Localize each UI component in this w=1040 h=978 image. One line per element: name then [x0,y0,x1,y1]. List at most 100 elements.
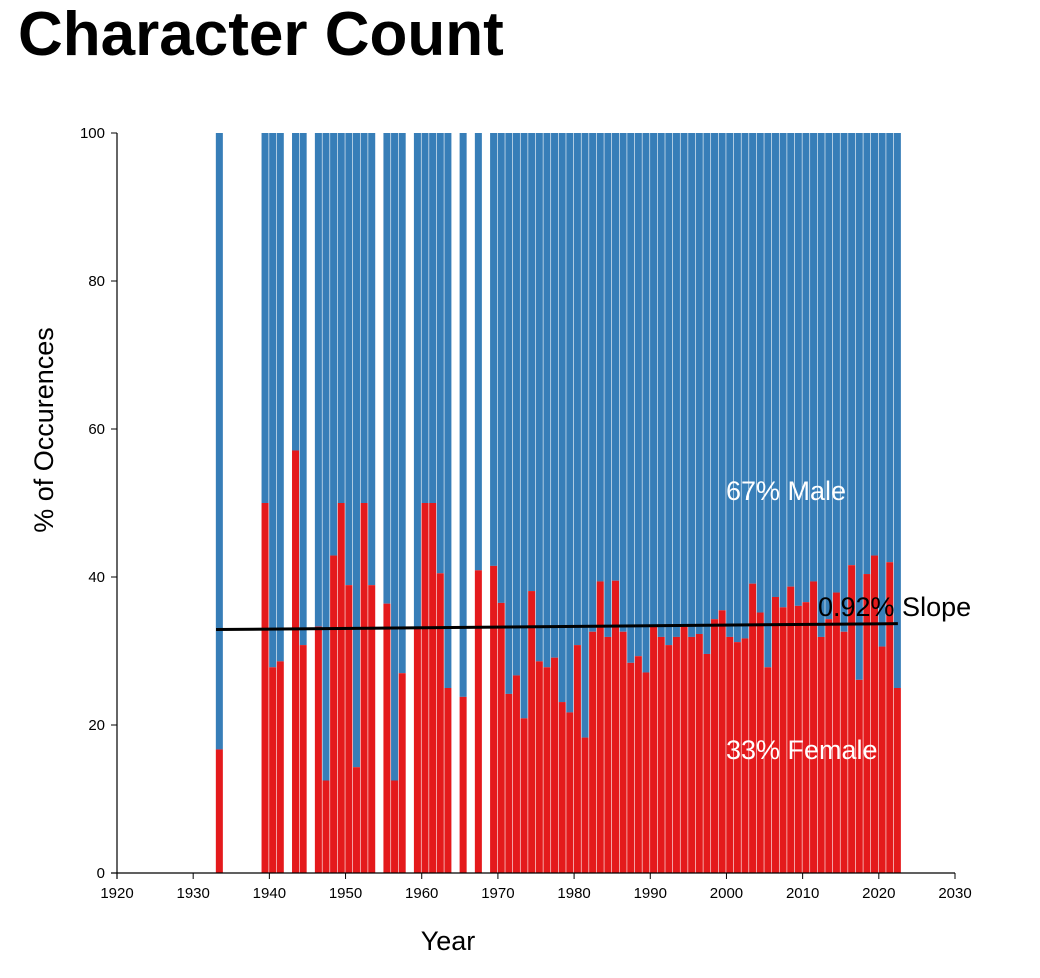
bar-female [611,580,619,873]
bar-female [368,585,376,873]
bar-female [741,638,749,873]
bar-male [726,133,734,637]
bar-male [680,133,688,627]
bar-female [619,631,627,873]
bar-female [596,581,604,873]
bar-female [733,642,741,873]
bar-female [490,565,498,873]
bar-male [878,133,886,647]
bar-female [832,592,840,873]
bar-female [634,656,642,873]
bar-male [642,133,650,673]
bar-male [688,133,696,637]
bar-female [848,565,856,873]
bar-female [802,602,810,873]
bar-male [330,133,338,556]
bar-male [368,133,376,586]
bar-female [863,574,871,873]
x-tick-label: 1960 [405,885,438,902]
bar-male [871,133,879,556]
bar-female [322,780,330,873]
bar-male [611,133,619,581]
bar-female [878,646,886,873]
bar-female [421,503,429,873]
bar-female [383,603,391,873]
x-tick-label: 1940 [253,885,286,902]
bar-male [215,133,223,750]
bar-female [413,626,421,873]
bar-male [322,133,330,781]
bar-male [391,133,399,781]
bar-female [749,583,757,873]
bar-male [269,133,277,668]
bar-male [741,133,749,639]
bar-male [863,133,871,575]
bar-male [665,133,673,646]
x-axis-label: Year [421,926,476,956]
x-tick-label: 2030 [938,885,971,902]
bar-male [352,133,360,768]
bar-female [726,636,734,873]
bar-female [657,636,665,873]
bar-male [543,133,551,668]
bar-female [794,605,802,873]
bar-male [634,133,642,657]
bars-layer [215,133,901,873]
bar-female [497,602,505,873]
bar-male [855,133,863,680]
bar-female [825,619,833,873]
bar-female [520,718,528,873]
bar-male [749,133,757,584]
y-tick-label: 40 [88,569,105,586]
y-axis-label: % of Occurences [29,327,59,533]
bar-male [444,133,452,688]
trend-line [216,622,898,632]
x-tick-label: 1980 [557,885,590,902]
bar-male [794,133,802,606]
bar-male [703,133,711,654]
slope-annotation: 0.92% Slope [818,592,971,622]
bar-female [558,702,566,873]
bar-male [802,133,810,603]
bar-male [490,133,498,566]
axes-layer: 1920 1930 1940 1950 1960 1970 1980 1990 2000 2010… [80,125,972,902]
y-tick-label: 80 [88,273,105,290]
female-share-annotation: 33% Female [726,735,878,765]
x-tick-label: 1950 [329,885,362,902]
bar-male [604,133,612,637]
bar-female [429,503,437,873]
bar-male [771,133,779,597]
x-tick-label: 1920 [100,885,133,902]
bar-female [711,619,719,873]
bar-male [764,133,772,668]
bar-female [886,562,894,873]
bar-female [337,503,345,873]
bar-male [421,133,429,503]
bar-male [627,133,635,663]
bar-male [360,133,368,503]
bar-female [391,780,399,873]
bar-female [535,661,543,873]
bar-female [665,645,673,873]
bar-female [756,612,764,873]
bar-male [345,133,353,586]
bar-male [589,133,597,632]
bar-male [733,133,741,643]
bar-female [551,657,559,873]
page-title: Character Count [18,0,504,69]
bar-female [817,636,825,873]
bar-male [825,133,833,620]
bar-female [474,570,482,873]
bar-male [413,133,421,627]
x-tick-label: 1970 [481,885,514,902]
bar-female [299,645,307,873]
bar-female [718,610,726,873]
x-tick-label: 2020 [862,885,895,902]
bar-female [787,586,795,873]
bar-male [528,133,536,592]
bar-female [276,661,284,873]
bar-male [383,133,391,604]
bar-male [292,133,300,451]
bar-female [398,673,406,873]
